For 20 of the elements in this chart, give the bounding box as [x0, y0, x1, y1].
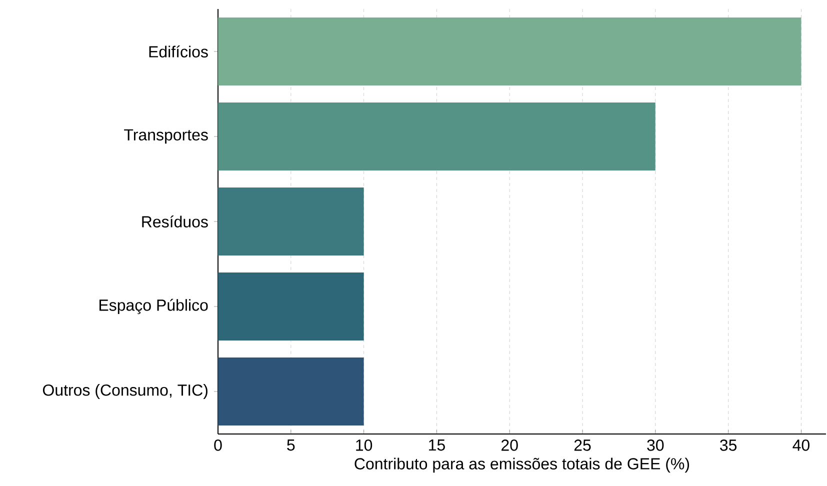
y-tick-label: Edifícios: [149, 46, 208, 58]
x-tick-label: 15: [429, 440, 445, 451]
y-tick-label: Transportes: [124, 129, 208, 144]
x-tick-label: 5: [287, 440, 295, 451]
bar: [218, 18, 802, 86]
bar: [218, 272, 364, 340]
y-tick-label: Resíduos: [142, 216, 208, 228]
bar: [218, 187, 364, 256]
x-tick-label: 20: [502, 440, 518, 451]
x-axis-title: Contributo para as emissões totais de GEE (%): [354, 458, 690, 473]
x-tick-label: 35: [720, 440, 737, 451]
x-tick-label: 40: [792, 440, 810, 451]
x-tick-label: 10: [356, 440, 372, 451]
x-tick-label: 30: [647, 440, 664, 451]
x-tick-label: 25: [574, 440, 591, 451]
y-tick-label: Outros (Consumo, TIC): [42, 384, 208, 399]
bar: [218, 357, 364, 426]
x-tick-label: 0: [214, 440, 222, 451]
bar: [218, 102, 656, 170]
y-tick-label: Espaço Público: [100, 298, 208, 314]
